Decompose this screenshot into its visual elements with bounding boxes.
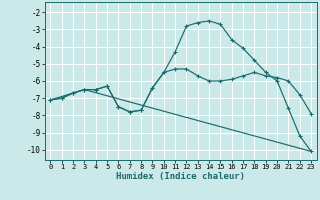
X-axis label: Humidex (Indice chaleur): Humidex (Indice chaleur) xyxy=(116,172,245,181)
